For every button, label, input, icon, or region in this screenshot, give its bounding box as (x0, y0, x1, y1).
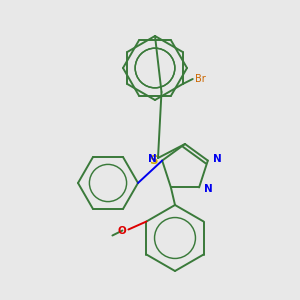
Text: O: O (118, 226, 126, 236)
Text: Br: Br (195, 74, 206, 84)
Text: S: S (149, 154, 157, 166)
Text: N: N (148, 154, 157, 164)
Text: N: N (213, 154, 222, 164)
Text: N: N (204, 184, 213, 194)
